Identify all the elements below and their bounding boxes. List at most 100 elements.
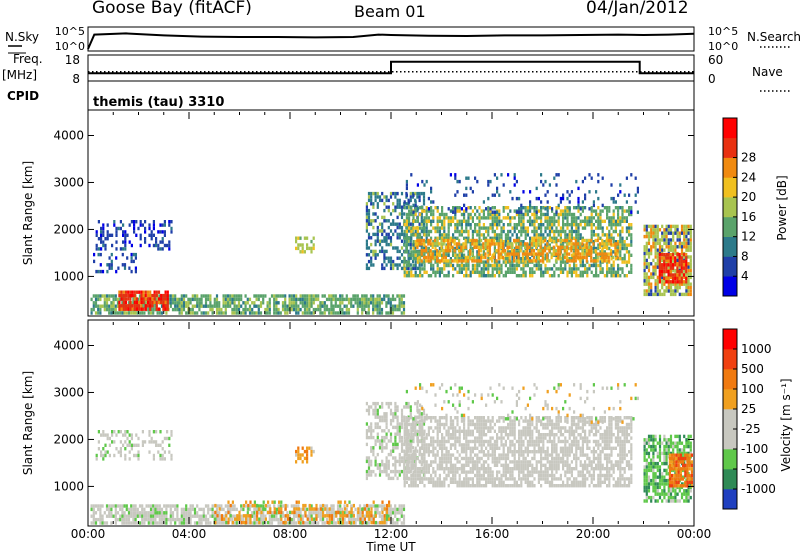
power-cell (663, 289, 666, 293)
power-cell (563, 255, 566, 260)
power-cell (114, 297, 117, 302)
power-cell (126, 256, 129, 260)
power-cell (419, 212, 422, 217)
power-cell (643, 224, 646, 229)
power-cell (467, 216, 470, 220)
power-cell (669, 263, 672, 267)
velocity-cell (339, 507, 342, 512)
power-cell (601, 242, 604, 246)
power-cell (434, 250, 437, 254)
power-cell (568, 246, 571, 251)
power-cell (108, 311, 111, 315)
velocity-cell (387, 459, 390, 464)
velocity-cell (135, 433, 138, 437)
power-cell (542, 236, 545, 240)
power-cell (665, 258, 668, 263)
velocity-cell (280, 510, 283, 515)
power-cell (449, 238, 452, 243)
power-cell (361, 311, 364, 315)
velocity-cell (102, 433, 105, 437)
power-cell (319, 307, 322, 312)
velocity-cell (141, 504, 144, 508)
power-cell (478, 263, 481, 268)
power-cell (656, 251, 659, 256)
power-cell (669, 231, 673, 235)
power-cell (408, 226, 411, 230)
velocity-cell (200, 507, 203, 512)
power-cell (226, 301, 230, 305)
power-cell (416, 233, 419, 237)
power-cell (496, 219, 499, 223)
date-title: 04/Jan/2012 (586, 0, 689, 18)
velocity-cell (251, 511, 254, 515)
power-cell (605, 252, 608, 256)
power-cell (152, 223, 155, 227)
power-cell (456, 209, 459, 213)
power-cell (440, 245, 443, 249)
power-cell (518, 219, 521, 223)
velocity-cell (215, 511, 219, 515)
power-cell (244, 301, 247, 305)
velocity-cell (154, 514, 157, 518)
power-cell (400, 212, 404, 216)
power-cell (467, 274, 470, 278)
power-cell (151, 297, 154, 301)
velocity-cell (94, 521, 98, 525)
power-cell (410, 209, 413, 213)
power-cell (553, 219, 556, 223)
power-cell (535, 245, 538, 249)
power-cell (683, 231, 686, 235)
power-cell (608, 216, 611, 220)
velocity-cell (376, 521, 379, 525)
power-cell (519, 242, 522, 246)
power-cell (410, 236, 413, 240)
power-cell (515, 236, 518, 240)
power-cell (372, 205, 375, 209)
power-cell (299, 294, 302, 298)
power-cell (498, 193, 501, 197)
power-cell (361, 294, 364, 298)
power-cell (619, 223, 622, 227)
velocity-cell (361, 514, 364, 518)
power-cell (683, 245, 686, 249)
power-cell (244, 304, 247, 308)
power-cell (480, 253, 483, 257)
power-cell (656, 248, 659, 252)
velocity-cell (204, 504, 208, 508)
power-cell (669, 289, 673, 293)
power-cell (526, 212, 529, 217)
power-cell (469, 243, 472, 247)
velocity-cell (374, 507, 377, 512)
power-cell (414, 200, 417, 204)
power-cell (513, 176, 516, 180)
velocity-cell (278, 510, 281, 515)
power-cell (493, 233, 496, 237)
power-cell (599, 250, 602, 254)
power-cell (419, 250, 422, 254)
power-cell (652, 224, 655, 229)
power-cell (515, 210, 518, 214)
power-cell (308, 311, 311, 315)
power-cell (630, 253, 633, 257)
power-cell (262, 297, 265, 302)
power-cell (297, 307, 300, 312)
power-cell (485, 229, 488, 234)
power-cell (685, 234, 688, 239)
power-cell (365, 219, 368, 223)
power-cell (158, 311, 161, 315)
power-cell (185, 294, 188, 298)
power-cell (174, 297, 177, 302)
power-cell (507, 250, 510, 254)
power-cell (504, 260, 507, 264)
power-cell (465, 176, 468, 180)
power-cell (502, 242, 505, 246)
power-cell (524, 226, 527, 230)
power-cell (449, 219, 452, 223)
power-cell (497, 255, 500, 260)
power-cell (104, 243, 107, 248)
velocity-cell (295, 504, 298, 508)
velocity-cell (94, 504, 98, 508)
velocity-cell (372, 452, 375, 457)
power-cell (425, 236, 428, 240)
power-cell (442, 249, 445, 253)
